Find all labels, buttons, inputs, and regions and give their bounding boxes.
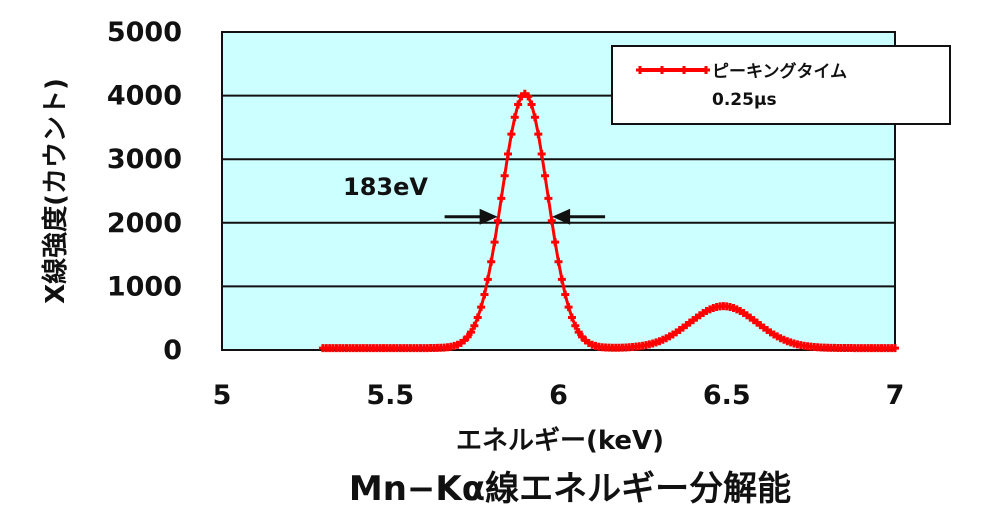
legend-marker [680, 66, 688, 74]
legend-marker [702, 66, 710, 74]
legend-box [611, 45, 951, 125]
data-point [490, 238, 499, 247]
data-point [574, 328, 583, 337]
data-point [477, 303, 486, 312]
data-point [473, 313, 482, 322]
y-tick-label: 0 [163, 335, 182, 366]
data-point [554, 257, 563, 266]
data-point [507, 130, 516, 139]
data-point [534, 130, 543, 139]
legend-entry-line2: 0.25μs [712, 90, 777, 110]
data-point [527, 100, 536, 109]
data-point [470, 321, 479, 330]
legend-entry-line1: ピーキングタイム [712, 61, 847, 82]
x-tick-label: 6 [549, 380, 568, 411]
data-point [891, 344, 899, 353]
data-point [514, 100, 523, 109]
x-axis-ticks: 5 5.5 6 6.5 7 [213, 380, 905, 411]
data-point [497, 194, 506, 203]
legend: ピーキングタイム 0.25μs [611, 45, 951, 125]
legend-marker [636, 66, 644, 74]
x-tick-label: 5.5 [366, 380, 414, 411]
data-point [530, 113, 539, 122]
data-point [561, 290, 570, 299]
data-point [480, 290, 489, 299]
fwhm-label: 183eV [343, 173, 428, 201]
fwhm-arrowhead-right [552, 208, 571, 225]
gridlines [222, 94, 895, 288]
data-point [487, 257, 496, 266]
data-point [564, 303, 573, 312]
data-point [504, 149, 513, 158]
series-lines [318, 89, 899, 353]
chart-title: Mn−Kα線エネルギー分解能 [349, 469, 791, 509]
data-point [510, 113, 519, 122]
data-point [493, 216, 502, 225]
data-point [483, 275, 492, 284]
y-tick-label: 3000 [107, 144, 182, 175]
fwhm-arrowhead-left [479, 208, 498, 225]
legend-marker [658, 66, 666, 74]
y-tick-label: 5000 [107, 17, 182, 48]
data-point [547, 216, 556, 225]
data-point [500, 171, 509, 180]
x-tick-label: 7 [886, 380, 905, 411]
y-tick-label: 2000 [107, 208, 182, 239]
x-axis-label: エネルギー(keV) [456, 426, 664, 456]
y-axis-ticks: 0 1000 2000 3000 4000 5000 [107, 17, 182, 366]
data-point [571, 321, 580, 330]
data-point [467, 328, 476, 337]
fwhm-annotation: 183eV [343, 173, 606, 225]
x-tick-label: 6.5 [703, 380, 751, 411]
x-tick-label: 5 [213, 380, 232, 411]
plot-border [221, 31, 896, 351]
y-axis-label: X線強度(カウント) [40, 78, 71, 304]
y-tick-label: 4000 [107, 81, 182, 112]
data-point [463, 332, 472, 341]
data-point [567, 313, 576, 322]
data-point [557, 275, 566, 284]
data-point [537, 149, 546, 158]
data-point [541, 171, 550, 180]
y-tick-label: 1000 [107, 271, 182, 302]
data-point [544, 194, 553, 203]
data-point [524, 92, 533, 101]
data-point [551, 238, 560, 247]
